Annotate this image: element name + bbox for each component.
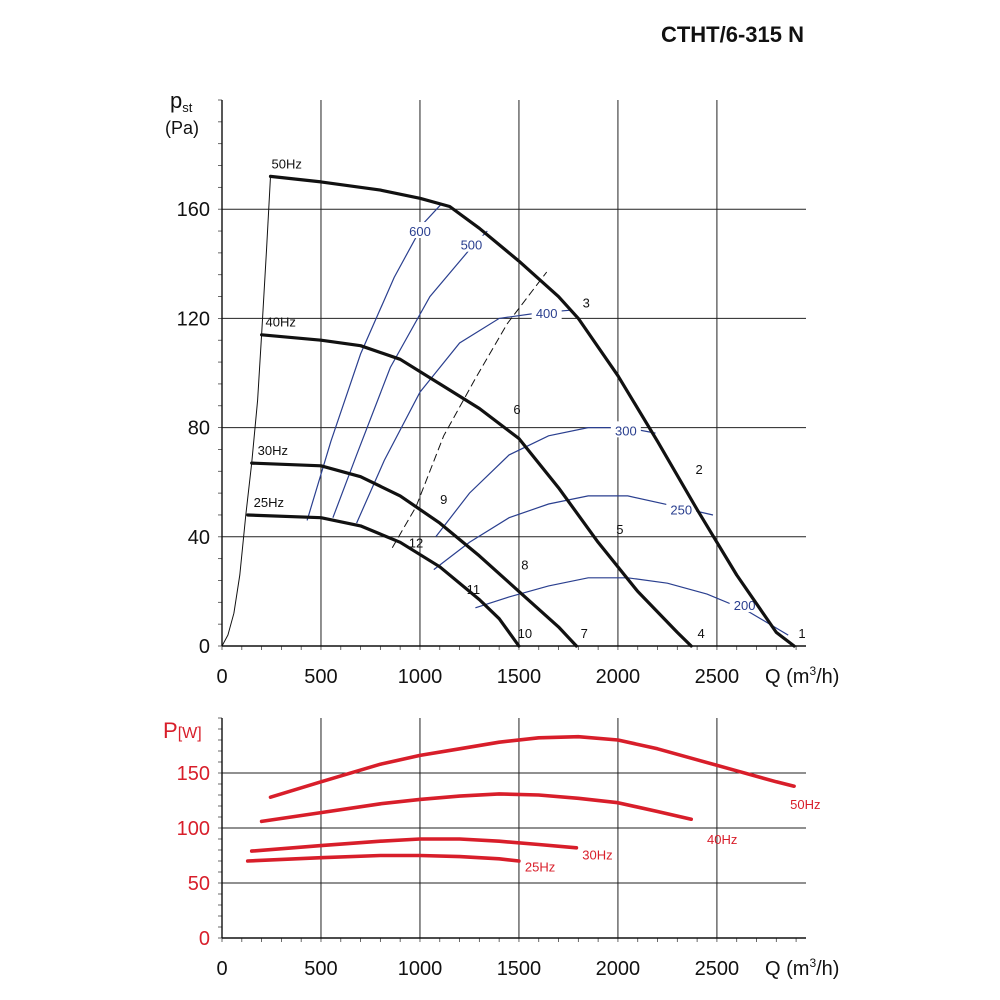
iso-line-label: 200 (734, 598, 756, 613)
x-tick-label: 500 (304, 666, 337, 688)
series-line-30Hz (250, 461, 578, 648)
point-label: 3 (583, 295, 590, 310)
series-label: 40Hz (707, 832, 737, 847)
iso-line-label: 250 (670, 503, 692, 518)
iso-label-bg (666, 500, 697, 517)
y-tick-label: 100 (177, 818, 210, 840)
iso-line-label: 400 (536, 306, 558, 321)
point-label: 9 (440, 492, 447, 507)
x-tick-label: 2500 (695, 958, 740, 980)
point-label: 12 (409, 536, 423, 551)
iso-label-bg (531, 303, 562, 320)
x-tick-label: 2000 (596, 666, 641, 688)
iso-line-600 (306, 203, 443, 521)
curve-label: 30Hz (258, 443, 288, 458)
x-tick-label: 1500 (497, 666, 542, 688)
series-line-40Hz (259, 792, 693, 824)
x-tick-label: 500 (304, 958, 337, 980)
point-label: 6 (513, 402, 520, 417)
point-label: 8 (521, 558, 528, 573)
x-axis-label: Q (m3/h) (765, 956, 839, 980)
curve-label: 25Hz (254, 495, 284, 510)
series-line-30Hz (249, 837, 579, 853)
y-tick-label: 120 (177, 308, 210, 330)
point-label: 11 (467, 582, 481, 597)
series-line-50Hz (268, 734, 796, 799)
series-line-50Hz (268, 174, 796, 648)
y-tick-label: 80 (188, 418, 210, 440)
point-label: 10 (518, 626, 532, 641)
curve-label: 50Hz (271, 156, 301, 171)
series-label: 30Hz (582, 847, 612, 862)
x-tick-label: 1000 (398, 666, 443, 688)
y-axis-unit: (Pa) (165, 118, 199, 138)
y-tick-label: 150 (177, 763, 210, 785)
x-tick-label: 0 (216, 666, 227, 688)
iso-line-label: 500 (461, 238, 483, 253)
series-line-25Hz (246, 513, 521, 648)
x-axis-label: Q (m3/h) (765, 664, 839, 688)
efficiency-line (391, 271, 548, 548)
point-label: 4 (697, 626, 704, 641)
x-tick-label: 2500 (695, 666, 740, 688)
x-tick-label: 2000 (596, 958, 641, 980)
series-line-25Hz (245, 853, 521, 863)
iso-line-300 (435, 427, 656, 538)
x-tick-label: 0 (216, 958, 227, 980)
y-tick-label: 0 (199, 928, 210, 950)
y-tick-label: 40 (188, 527, 210, 549)
series-label: 25Hz (525, 860, 555, 875)
iso-label-bg (456, 235, 487, 252)
y-tick-label: 50 (188, 873, 210, 895)
y-tick-label: 160 (177, 199, 210, 221)
y-axis-label: P[W] (163, 718, 202, 743)
chart-title: CTHT/6-315 N (660, 22, 804, 47)
point-label: 7 (581, 626, 588, 641)
point-label: 1 (798, 626, 805, 641)
series-line-40Hz (260, 333, 693, 648)
point-label: 5 (616, 522, 623, 537)
start-curve (221, 176, 271, 647)
curve-label: 40Hz (266, 315, 296, 330)
iso-label-bg (610, 421, 641, 438)
y-tick-label: 0 (199, 636, 210, 658)
point-label: 2 (695, 462, 702, 477)
iso-line-label: 600 (409, 224, 431, 239)
x-tick-label: 1000 (398, 958, 443, 980)
iso-line-label: 300 (615, 423, 637, 438)
y-axis-label: pst (170, 88, 193, 115)
iso-label-bg (404, 222, 435, 239)
x-tick-label: 1500 (497, 958, 542, 980)
series-label: 50Hz (790, 797, 820, 812)
